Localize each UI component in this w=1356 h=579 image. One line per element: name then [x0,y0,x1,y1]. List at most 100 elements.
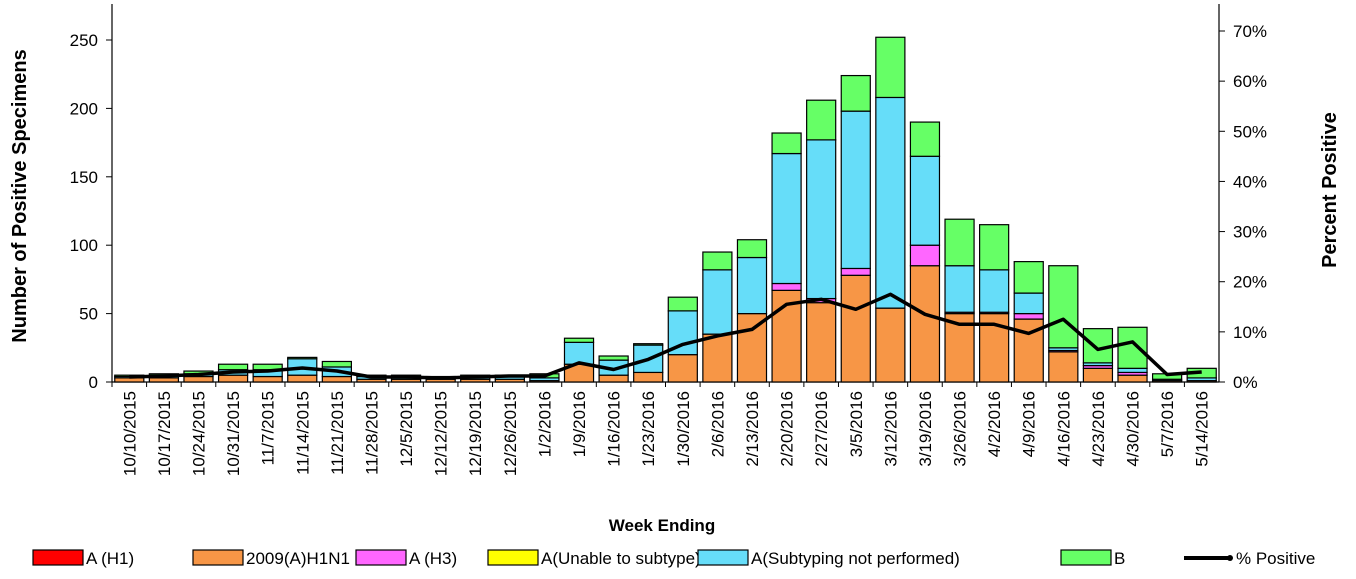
y2-tick-label: 50% [1233,122,1267,141]
x-tick-label: 12/19/2015 [466,391,485,476]
bar-segment-a-subtyping-not-performed [979,269,1010,313]
bar-segment-b [702,251,733,271]
x-tick-label: 4/30/2016 [1124,391,1143,467]
bar-segment-2009-a-h1n1 [287,374,318,383]
x-tick-label: 2/13/2016 [743,391,762,467]
x-tick-label: 3/12/2016 [881,391,900,467]
bar-segment-2009-a-h1n1 [183,375,214,383]
x-tick-label: 10/17/2015 [155,391,174,476]
bar-segment-2009-a-h1n1 [702,333,733,383]
x-tick-label: 3/19/2016 [916,391,935,467]
x-tick-label: 11/28/2015 [362,391,381,475]
bar-segment-b [598,355,629,361]
bar-segment-2009-a-h1n1 [1117,374,1148,383]
y2-tick-label: 30% [1233,223,1267,242]
x-tick-label: 12/26/2015 [501,391,520,476]
legend-swatch-a-h3 [355,549,407,566]
bar-segment-b [875,36,906,99]
bar-segment-b [806,99,837,141]
legend-swatch-b [1060,549,1112,566]
bar-segment-2009-a-h1n1 [217,374,249,383]
bar-segment-a-subtyping-not-performed [909,155,941,246]
x-tick-label: 2/27/2016 [812,391,831,467]
bar-segment-b [909,121,941,157]
bar-segment-2009-a-h1n1 [252,375,283,383]
bar-segment-b [771,132,802,155]
bar-segment-b [563,337,595,343]
x-tick-label: 1/2/2016 [535,391,554,457]
bar-segment-2009-a-h1n1 [114,377,145,383]
x-tick-label: 2/20/2016 [778,391,797,467]
x-tick-label: 1/30/2016 [674,391,693,467]
y2-axis-title: Percent Positive [1319,112,1341,268]
x-tick-label: 11/7/2015 [259,391,278,465]
legend-swatch-a-h1 [32,549,84,566]
bar-segment-a-subtyping-not-performed [771,152,802,285]
y2-tick-label: 70% [1233,22,1267,41]
legend-label-b: B [1114,549,1125,568]
y2-tick-label: 0% [1233,373,1258,392]
legend-label-a-h3: A (H3) [409,549,457,568]
x-tick-label: 1/9/2016 [570,391,589,457]
bar-segment-b [840,74,871,112]
x-tick-label: 4/9/2016 [1020,391,1039,457]
y-tick-label: 100 [70,236,98,255]
x-tick-label: 5/7/2016 [1158,391,1177,457]
legend-line-marker [1227,555,1233,561]
y2-tick-label: 60% [1233,72,1267,91]
legend-swatch-a-unable-to-subtype [487,549,539,566]
bar-segment-a-subtyping-not-performed [1013,292,1044,315]
bar-segment-b [1048,265,1079,349]
legend-label-a-subtyping-not-performed: A(Subtyping not performed) [751,549,960,568]
bar-segment-a-subtyping-not-performed [702,269,733,335]
y-tick-label: 200 [70,99,98,118]
y-axis-title: Number of Positive Specimens [9,49,31,342]
bar-segment-2009-a-h1n1 [1048,351,1079,383]
bar-segment-a-h3 [1013,313,1044,320]
x-tick-label: 3/5/2016 [847,391,866,457]
bar-segment-a-subtyping-not-performed [875,96,906,309]
x-tick-label: 4/2/2016 [985,391,1004,457]
bar-segment-2009-a-h1n1 [875,307,906,383]
x-tick-label: 1/23/2016 [639,391,658,467]
x-tick-label: 12/12/2015 [432,391,451,476]
bar-segment-b [287,356,318,360]
bar-segment-2009-a-h1n1 [806,302,837,383]
y2-tick-label: 20% [1233,273,1267,292]
bar-segment-b [944,218,975,267]
bar-segment-a-subtyping-not-performed [1117,367,1148,374]
legend-swatch-2009-a-h1n1 [192,549,244,566]
percent-positive-line [129,292,1202,380]
bar-segment-a-h3 [909,244,941,267]
bar-segment-a-h3 [771,282,802,291]
x-tick-label: 12/5/2015 [397,391,416,467]
x-axis-title: Week Ending [609,516,715,535]
x-tick-label: 4/23/2016 [1089,391,1108,467]
bar-segment-b [979,224,1010,271]
bar-segment-2009-a-h1n1 [840,274,871,383]
bar-segment-2009-a-h1n1 [909,265,941,383]
y2-tick-label: 10% [1233,323,1267,342]
x-tick-label: 4/16/2016 [1054,391,1073,467]
bar-segment-2009-a-h1n1 [148,377,180,383]
y-tick-label: 0 [89,373,98,392]
bar-segment-b [217,363,249,371]
x-tick-label: 5/14/2016 [1193,391,1212,467]
bar-segment-b [667,296,698,312]
x-tick-label: 11/21/2015 [328,391,347,475]
bar-segment-a-subtyping-not-performed [840,110,871,270]
bar-segment-a-subtyping-not-performed [736,256,768,315]
x-tick-label: 2/6/2016 [708,391,727,457]
y-tick-label: 150 [70,168,98,187]
bar-segment-2009-a-h1n1 [598,374,629,383]
bar-segment-b [1013,261,1044,294]
bar-segment-2009-a-h1n1 [667,354,698,383]
legend-swatch-a-subtyping-not-performed [697,549,749,566]
bar-segment-a-subtyping-not-performed [563,341,595,365]
y-tick-label: 50 [79,305,98,324]
x-tick-label: 11/14/2015 [293,391,312,475]
bar-segment-b [321,360,352,368]
legend-label-2009-a-h1n1: 2009(A)H1N1 [246,549,350,568]
x-tick-label: 10/10/2015 [120,391,139,476]
